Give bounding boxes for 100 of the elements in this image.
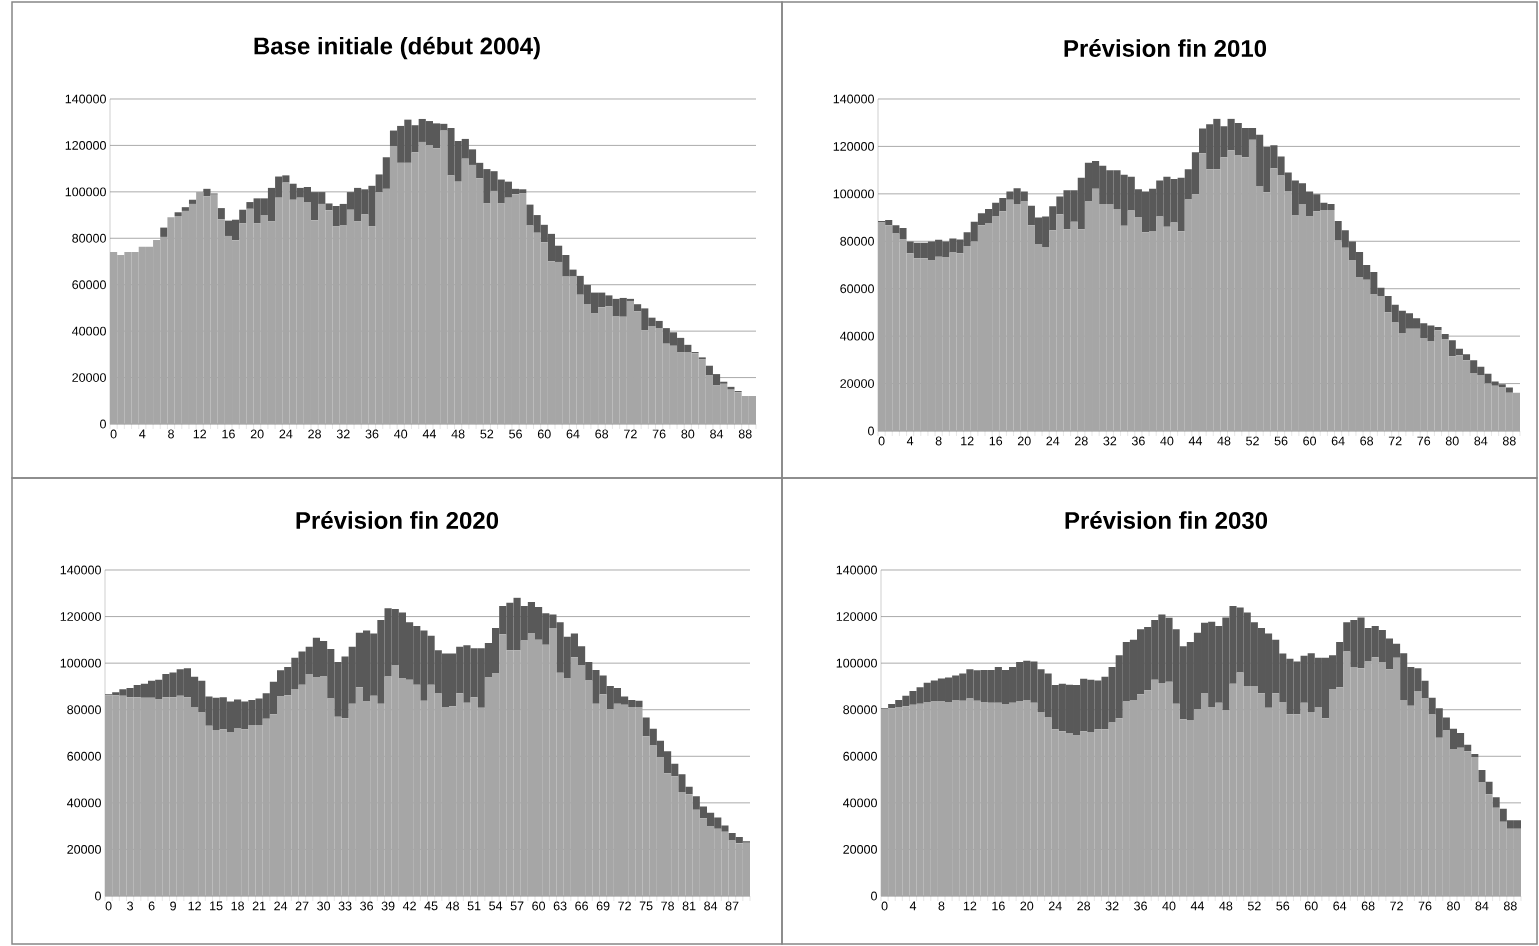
- y-tick-label: 80000: [840, 236, 874, 246]
- y-tick-label: 80000: [72, 233, 106, 243]
- x-tick-label: 42: [402, 901, 416, 911]
- y-tick-label: 100000: [836, 658, 877, 668]
- y-tick-label: 120000: [65, 141, 106, 150]
- x-tick-label: 3: [127, 901, 134, 911]
- x-tick-label: 15: [210, 901, 223, 911]
- x-tick-label: 28: [1077, 901, 1091, 911]
- x-tick-label: 12: [193, 429, 207, 439]
- x-tick-label: 78: [661, 901, 674, 911]
- x-tick-label: 27: [295, 901, 309, 911]
- x-tick-label: 56: [509, 429, 522, 439]
- x-tick-label: 84: [704, 901, 718, 911]
- x-tick-label: 4: [139, 429, 146, 439]
- x-tick-label: 60: [532, 901, 546, 911]
- x-tick-label: 76: [1418, 901, 1432, 911]
- x-tick-label: 72: [1388, 436, 1402, 446]
- x-tick-label: 24: [1046, 436, 1060, 446]
- x-tick-label: 52: [1246, 436, 1259, 446]
- x-tick-label: 88: [1503, 901, 1517, 911]
- y-tick-label: 140000: [833, 94, 874, 104]
- x-tick-label: 68: [595, 429, 609, 439]
- x-tick-label: 8: [935, 436, 942, 446]
- y-tick-label: 40000: [66, 798, 101, 808]
- x-tick-label: 24: [1048, 901, 1062, 911]
- chart-title: Base initiale (début 2004): [254, 36, 540, 60]
- x-tick-label: 60: [1304, 901, 1318, 911]
- x-tick-label: 28: [1074, 436, 1088, 446]
- y-tick-label: 120000: [60, 612, 101, 621]
- x-tick-label: 36: [360, 901, 373, 911]
- x-tick-label: 63: [553, 901, 567, 911]
- x-tick-label: 45: [424, 901, 438, 911]
- x-tick-label: 32: [1105, 901, 1119, 911]
- x-tick-label: 8: [168, 429, 174, 439]
- y-tick-label: 40000: [843, 798, 877, 808]
- x-tick-label: 72: [624, 429, 637, 439]
- x-tick-label: 84: [1475, 901, 1489, 911]
- x-tick-label: 30: [317, 901, 331, 911]
- x-tick-label: 80: [1447, 901, 1460, 911]
- x-tick-label: 4: [909, 901, 917, 911]
- x-tick-label: 56: [1274, 436, 1288, 446]
- x-tick-label: 51: [467, 901, 481, 911]
- y-tick-label: 80000: [67, 705, 101, 715]
- x-tick-label: 57: [510, 901, 524, 911]
- y-tick-label: 40000: [840, 331, 874, 341]
- x-tick-label: 20: [250, 429, 264, 439]
- x-tick-label: 20: [1020, 901, 1034, 911]
- x-tick-label: 64: [1331, 436, 1345, 446]
- x-tick-label: 16: [222, 429, 235, 439]
- x-tick-label: 16: [989, 436, 1003, 446]
- y-tick-label: 100000: [833, 189, 874, 199]
- x-tick-label: 36: [1131, 436, 1145, 446]
- x-tick-label: 4: [906, 436, 914, 446]
- x-tick-label: 32: [336, 429, 350, 439]
- y-tick-label: 60000: [840, 284, 874, 294]
- x-tick-label: 33: [338, 901, 352, 911]
- x-tick-label: 68: [1360, 436, 1374, 446]
- x-tick-label: 40: [1160, 436, 1174, 446]
- x-tick-label: 24: [274, 901, 288, 911]
- y-tick-label: 60000: [72, 280, 106, 290]
- x-tick-label: 39: [381, 901, 395, 911]
- x-tick-label: 0: [881, 901, 888, 911]
- x-tick-label: 66: [575, 901, 588, 911]
- x-tick-label: 9: [170, 901, 176, 911]
- y-tick-label: 0: [871, 891, 877, 901]
- x-tick-label: 40: [1162, 901, 1176, 911]
- x-tick-label: 0: [110, 429, 117, 439]
- y-tick-label: 0: [95, 891, 101, 901]
- x-tick-label: 80: [1445, 436, 1459, 446]
- x-tick-label: 44: [1190, 901, 1205, 911]
- y-tick-label: 40000: [71, 326, 106, 336]
- x-tick-label: 52: [480, 429, 494, 439]
- x-tick-label: 24: [279, 429, 293, 439]
- x-tick-label: 52: [1247, 901, 1261, 911]
- x-tick-label: 69: [596, 901, 610, 911]
- x-tick-label: 48: [1219, 901, 1233, 911]
- x-tick-label: 80: [681, 429, 695, 439]
- y-tick-label: 20000: [67, 845, 101, 854]
- x-tick-label: 21: [252, 901, 266, 911]
- x-tick-label: 60: [537, 429, 551, 439]
- y-tick-label: 20000: [72, 373, 106, 382]
- y-tick-label: 80000: [843, 705, 877, 715]
- chart-title: Prévision fin 2010: [1064, 39, 1267, 57]
- x-tick-label: 84: [1474, 436, 1488, 446]
- chart-title: Prévision fin 2020: [296, 511, 499, 529]
- x-tick-label: 16: [992, 901, 1005, 911]
- x-tick-label: 48: [445, 901, 459, 911]
- y-tick-label: 60000: [843, 751, 877, 761]
- x-tick-label: 54: [489, 901, 503, 911]
- x-tick-label: 60: [1303, 436, 1317, 446]
- x-tick-label: 48: [1217, 436, 1231, 446]
- y-tick-label: 20000: [843, 845, 877, 854]
- x-tick-label: 88: [738, 429, 752, 439]
- y-tick-label: 120000: [833, 142, 874, 151]
- x-tick-label: 68: [1361, 901, 1375, 911]
- x-tick-label: 6: [148, 901, 155, 911]
- y-tick-label: 60000: [67, 751, 101, 761]
- x-tick-label: 32: [1103, 436, 1117, 446]
- x-tick-label: 20: [1017, 436, 1031, 446]
- y-tick-label: 0: [100, 419, 106, 429]
